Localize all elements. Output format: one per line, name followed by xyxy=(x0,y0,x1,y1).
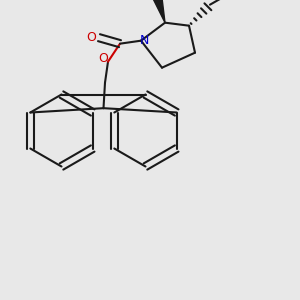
Polygon shape xyxy=(151,0,165,23)
Text: N: N xyxy=(139,34,149,47)
Text: O: O xyxy=(99,52,108,65)
Text: O: O xyxy=(87,31,96,44)
